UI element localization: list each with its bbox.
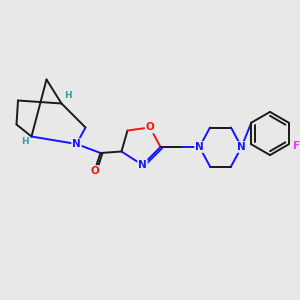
Text: O: O — [90, 166, 99, 176]
Text: O: O — [146, 122, 154, 133]
Text: N: N — [138, 160, 147, 170]
Text: H: H — [64, 92, 72, 100]
Text: H: H — [21, 137, 29, 146]
Text: N: N — [195, 142, 204, 152]
Text: F: F — [292, 141, 300, 151]
Text: N: N — [237, 142, 246, 152]
Text: N: N — [72, 139, 81, 149]
